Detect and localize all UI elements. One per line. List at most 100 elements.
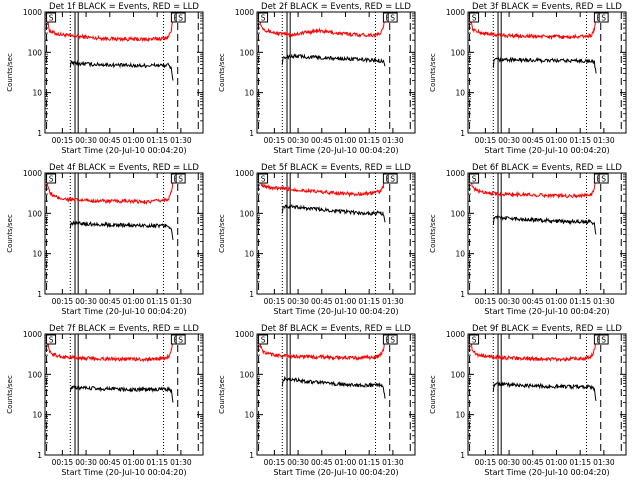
plot-frame (44, 333, 204, 456)
chart-title: Det 6f BLACK = Events, RED = LLD (472, 163, 622, 173)
x-tick-label: 00:15 (52, 458, 74, 467)
y-tick-label: 10 (244, 250, 254, 259)
y-axis-label: Counts/sec (429, 214, 437, 253)
events-series-line (281, 375, 386, 399)
x-axis-label: Start Time (20-Jul-10 00:04:20) (273, 468, 398, 477)
x-tick-label: 00:30 (498, 297, 520, 306)
x-axis-label: Start Time (20-Jul-10 00:04:20) (484, 146, 609, 155)
y-tick-label: 1000 (446, 330, 465, 339)
chart-title: Det 8f BLACK = Events, RED = LLD (261, 324, 411, 334)
plot-frame (467, 11, 627, 134)
marker-label-box (387, 12, 398, 23)
y-tick-label: 10 (455, 411, 465, 420)
marker-label-box (46, 12, 57, 23)
x-tick-label: 00:30 (287, 458, 309, 467)
y-tick-label: 100 (28, 370, 43, 379)
x-tick-label: 00:30 (287, 136, 309, 145)
marker-label-box (469, 173, 480, 184)
x-tick-label: 00:45 (99, 136, 121, 145)
chart-panel: Det 4f BLACK = Events, RED = LLD Counts/s… (6, 163, 204, 316)
y-tick-label: 1 (37, 129, 42, 138)
x-tick-label: 01:00 (123, 297, 145, 306)
marker-label-box (598, 12, 609, 23)
y-axis-label: Counts/sec (6, 214, 14, 253)
chart-title: Det 2f BLACK = Events, RED = LLD (261, 2, 411, 12)
y-tick-label: 1 (37, 290, 42, 299)
marker-label: S (390, 336, 395, 345)
chart-panel: Det 6f BLACK = Events, RED = LLD Counts/s… (429, 163, 627, 316)
x-axis-label: Start Time (20-Jul-10 00:04:20) (484, 307, 609, 316)
x-tick-label: 01:15 (358, 297, 380, 306)
x-tick-label: 00:30 (75, 297, 97, 306)
x-tick-label: 00:45 (99, 458, 121, 467)
marker-label: S (472, 336, 477, 345)
plot-frame (256, 172, 416, 295)
marker-label-box (258, 173, 269, 184)
y-tick-label: 1000 (446, 169, 465, 178)
y-tick-label: 10 (244, 411, 254, 420)
x-tick-label: 01:30 (382, 458, 404, 467)
y-tick-label: 1000 (235, 330, 254, 339)
y-tick-label: 1 (460, 451, 465, 460)
lld-series-line (46, 12, 177, 43)
marker-label-box (258, 12, 269, 23)
marker-label: S (601, 336, 606, 345)
marker-label: S (178, 14, 183, 23)
y-axis-label: Counts/sec (218, 375, 226, 414)
x-tick-label: 01:00 (335, 458, 357, 467)
y-axis-label: Counts/sec (429, 375, 437, 414)
x-tick-label: 01:30 (593, 297, 615, 306)
chart-panel: Det 7f BLACK = Events, RED = LLD Counts/s… (6, 324, 204, 477)
events-series-line (69, 219, 174, 240)
y-tick-label: 100 (451, 209, 466, 218)
y-tick-label: 10 (32, 250, 42, 259)
x-tick-label: 01:00 (123, 136, 145, 145)
x-tick-label: 00:45 (522, 458, 544, 467)
x-tick-label: 00:45 (99, 297, 121, 306)
y-tick-label: 10 (455, 250, 465, 259)
marker-label: S (261, 175, 266, 184)
y-tick-label: 1 (460, 129, 465, 138)
x-tick-label: 01:15 (146, 458, 168, 467)
x-tick-label: 01:15 (569, 458, 591, 467)
chart-title: Det 1f BLACK = Events, RED = LLD (49, 2, 199, 12)
y-axis-label: Counts/sec (218, 214, 226, 253)
chart-panel: Det 9f BLACK = Events, RED = LLD Counts/s… (429, 324, 627, 477)
marker-label: S (390, 175, 395, 184)
y-axis-label: Counts/sec (218, 53, 226, 92)
chart-title: Det 4f BLACK = Events, RED = LLD (49, 163, 199, 173)
y-axis-label: Counts/sec (6, 375, 14, 414)
x-tick-label: 01:15 (358, 136, 380, 145)
lld-series-line (46, 335, 177, 363)
x-tick-label: 00:30 (75, 458, 97, 467)
x-tick-label: 01:15 (146, 136, 168, 145)
x-tick-label: 01:30 (170, 136, 192, 145)
marker-label: S (49, 14, 54, 23)
x-tick-label: 00:45 (311, 136, 333, 145)
x-tick-label: 01:30 (382, 297, 404, 306)
x-tick-label: 01:00 (546, 136, 568, 145)
chart-panel: Det 3f BLACK = Events, RED = LLD Counts/s… (429, 2, 627, 155)
y-tick-label: 1 (249, 290, 254, 299)
marker-label: S (390, 14, 395, 23)
events-series-line (281, 203, 386, 223)
y-tick-label: 1000 (23, 8, 42, 17)
y-tick-label: 1 (249, 451, 254, 460)
chart-title: Det 3f BLACK = Events, RED = LLD (472, 2, 622, 12)
lld-series-line (469, 12, 600, 41)
y-tick-label: 100 (451, 48, 466, 57)
x-tick-label: 01:15 (146, 297, 168, 306)
x-axis-label: Start Time (20-Jul-10 00:04:20) (273, 146, 398, 155)
x-tick-label: 00:45 (522, 297, 544, 306)
plot-frame (256, 11, 416, 134)
chart-title: Det 5f BLACK = Events, RED = LLD (261, 163, 411, 173)
x-tick-label: 00:15 (475, 136, 497, 145)
lld-series-line (46, 175, 177, 205)
marker-label: S (601, 175, 606, 184)
x-tick-label: 00:45 (311, 297, 333, 306)
x-tick-label: 01:30 (382, 136, 404, 145)
plot-frame (44, 172, 204, 295)
x-tick-label: 00:15 (475, 297, 497, 306)
marker-label-box (258, 334, 269, 345)
